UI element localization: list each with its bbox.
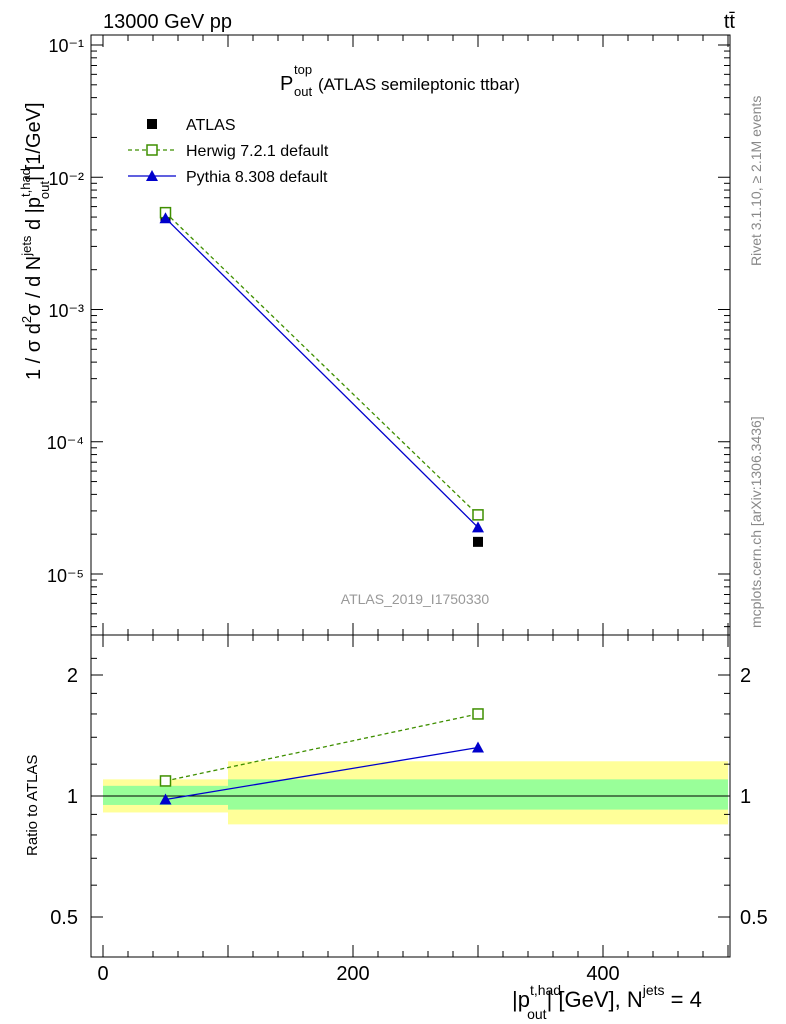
pythia-main-line: [165, 217, 479, 528]
y-tick-label-1e-1: 10⁻¹: [48, 36, 84, 56]
ratio-band-inner-1: [228, 779, 728, 810]
x-tick-labels: 0 200 400: [97, 963, 619, 985]
series-layer: [159, 206, 484, 805]
legend-herwig-marker: [146, 144, 158, 156]
ratio-tick-label-2-right: 2: [740, 665, 751, 687]
ratio-tick-label-0.5-right: 0.5: [740, 907, 768, 929]
title-rest: (ATLAS semileptonic ttbar): [318, 75, 520, 94]
x-axis-label: |pt,had out| [GeV], Njets = 4: [512, 982, 702, 1022]
legend: ATLAS Herwig 7.2.1 default Pythia 8.308 …: [128, 117, 329, 186]
ratio-tick-label-0.5: 0.5: [50, 907, 78, 929]
ratio-tick-label-1-right: 1: [740, 786, 751, 808]
pythia-point: [159, 212, 172, 224]
title-sub: out: [294, 84, 312, 99]
ratio-y-tick-labels: 2 1 0.5 2 1 0.5: [50, 665, 768, 929]
legend-herwig-label: Herwig 7.2.1 default: [186, 143, 329, 160]
herwig-ratio-point: [472, 708, 484, 720]
x-tick-label-0: 0: [97, 963, 108, 985]
pythia-ratio-line: [165, 746, 479, 801]
legend-pythia-marker: [146, 170, 158, 181]
ratio-y-axis-label: Ratio to ATLAS: [24, 755, 41, 856]
analysis-watermark: ATLAS_2019_I1750330: [341, 591, 490, 607]
rivet-version-label: Rivet 3.1.10, ≥ 2.1M events: [748, 96, 764, 266]
atlas-point: [473, 536, 483, 547]
legend-pythia-label: Pythia 8.308 default: [186, 169, 328, 186]
x-tick-label-400: 400: [586, 963, 619, 985]
plot-title: P top out (ATLAS semileptonic ttbar): [280, 62, 520, 99]
y-tick-label-1e-3: 10⁻³: [48, 301, 84, 321]
legend-atlas-label: ATLAS: [186, 117, 236, 134]
ratio-tick-label-1: 1: [67, 786, 78, 808]
ratio-tick-label-2: 2: [67, 665, 78, 687]
pythia-ratio-point: [472, 741, 484, 753]
title-main: P: [280, 73, 293, 95]
mcplots-label: mcplots.cern.ch [arXiv:1306.3436]: [748, 416, 764, 628]
x-tick-label-200: 200: [336, 963, 369, 985]
main-y-axis-label: 1 / σ d2σ / d Njets d |pt,had out| [1/GeV…: [18, 102, 52, 380]
legend-atlas-marker: [147, 119, 157, 129]
pythia-point: [472, 521, 484, 533]
y-tick-label-1e-4: 10⁻⁴: [47, 433, 84, 453]
y-tick-label-1e-5: 10⁻⁵: [47, 566, 84, 586]
herwig-ratio-line: [165, 713, 479, 782]
herwig-ratio-point: [159, 775, 172, 787]
header-energy: 13000 GeV pp: [103, 11, 232, 33]
main-y-tick-labels: 10⁻¹ 10⁻² 10⁻³ 10⁻⁴ 10⁻⁵: [47, 36, 84, 586]
herwig-point: [472, 509, 484, 521]
title-sup: top: [294, 62, 312, 77]
y-tick-label-1e-2: 10⁻²: [48, 169, 84, 189]
herwig-main-line: [165, 212, 479, 516]
ratio-bands: [103, 761, 728, 825]
pythia-ratio-point: [159, 793, 172, 805]
axis-ticks: [91, 35, 730, 957]
header-process: tt̄: [724, 11, 736, 33]
